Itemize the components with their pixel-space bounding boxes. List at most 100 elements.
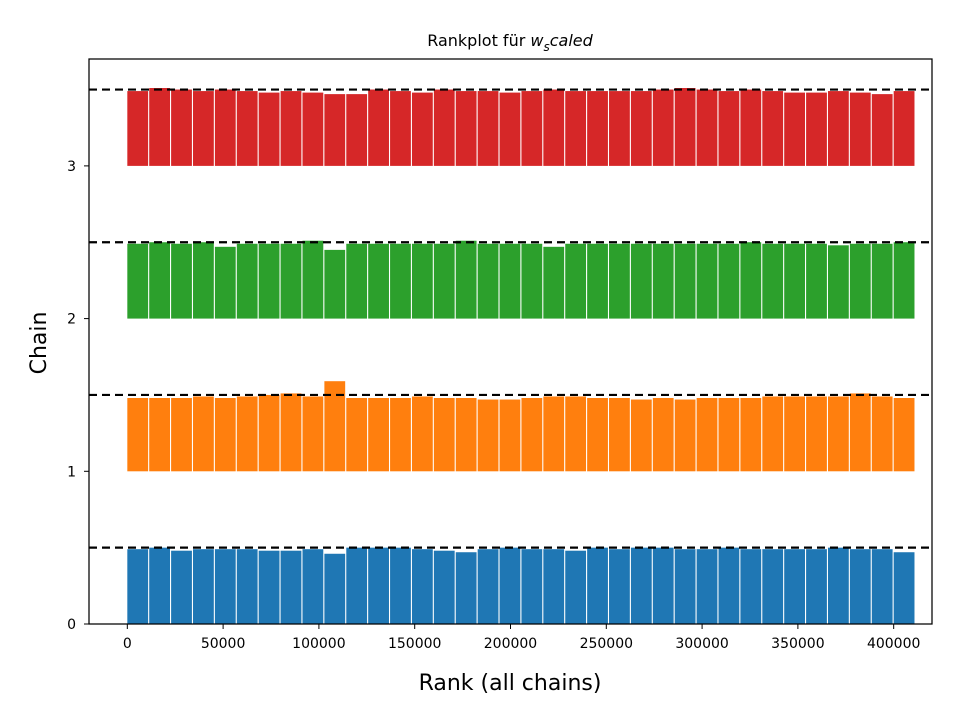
bar-chain-1-bin-29 (762, 396, 784, 472)
reference-lines-layer (89, 88, 932, 549)
x-axis-label: Rank (all chains) (419, 671, 602, 696)
bar-chain-1-bin-5 (236, 396, 258, 472)
bar-chain-3-bin-12 (390, 91, 411, 166)
x-tick-label: 100000 (292, 636, 345, 652)
bar-chain-0-bin-33 (849, 549, 871, 624)
bar-chain-1-bin-21 (587, 398, 608, 472)
bar-chain-0-bin-32 (827, 547, 849, 624)
bar-chain-2-bin-28 (740, 242, 762, 319)
bar-chain-0-bin-5 (236, 549, 258, 624)
bar-chain-0-bin-20 (565, 550, 587, 624)
bar-chain-3-bin-13 (411, 92, 433, 166)
bar-chain-2-bin-1 (149, 242, 171, 319)
bar-chain-3-bin-35 (893, 91, 915, 166)
bar-chain-2-bin-27 (718, 243, 740, 319)
bar-chain-1-bin-6 (258, 394, 280, 472)
bar-chain-3-bin-18 (521, 91, 543, 166)
bar-chain-1-bin-27 (718, 398, 740, 472)
bar-chain-3-bin-9 (324, 94, 346, 166)
bar-chain-1-bin-18 (521, 398, 543, 472)
bar-chain-0-bin-6 (258, 550, 280, 624)
bar-chain-0-bin-24 (652, 547, 674, 624)
bar-chain-0-bin-21 (587, 547, 608, 624)
bar-chain-3-bin-27 (718, 91, 740, 166)
x-tick-label: 300000 (675, 636, 728, 652)
bar-chain-3-bin-16 (477, 91, 499, 166)
bar-chain-0-bin-30 (784, 549, 805, 624)
bar-chain-2-bin-14 (433, 243, 455, 319)
bar-chain-0-bin-3 (193, 549, 214, 624)
bar-chain-0-bin-12 (390, 547, 411, 624)
chart-title-math-sub: s (543, 40, 549, 54)
bar-chain-2-bin-6 (258, 243, 280, 319)
bar-chain-0-bin-25 (674, 549, 696, 624)
bar-chain-3-bin-23 (630, 91, 652, 166)
bar-chain-2-bin-2 (171, 243, 192, 319)
x-tick-label: 250000 (580, 636, 633, 652)
x-tick-label: 200000 (484, 636, 537, 652)
bar-chain-0-bin-31 (806, 549, 827, 624)
bar-chain-1-bin-8 (302, 396, 324, 472)
bar-chain-2-bin-24 (652, 243, 674, 319)
bar-chain-1-bin-16 (477, 399, 499, 472)
y-tick-label: 0 (67, 617, 76, 633)
bar-chain-0-bin-18 (521, 549, 543, 624)
bar-chain-2-bin-31 (806, 243, 827, 319)
bar-chain-1-bin-10 (346, 398, 368, 472)
bar-chain-3-bin-19 (543, 89, 565, 166)
bar-chain-3-bin-1 (149, 88, 171, 166)
bar-chain-0-bin-7 (280, 550, 302, 624)
x-tick-label: 150000 (388, 636, 441, 652)
bar-chain-3-bin-30 (784, 92, 805, 166)
bar-chain-0-bin-19 (543, 549, 565, 624)
bar-chain-3-bin-4 (214, 89, 236, 166)
bar-chain-3-bin-29 (762, 91, 784, 166)
bar-chain-2-bin-22 (609, 243, 630, 319)
bar-chain-3-bin-15 (455, 91, 477, 166)
bar-chain-0-bin-0 (127, 549, 149, 624)
bar-chain-1-bin-28 (740, 398, 762, 472)
bar-chain-1-bin-24 (652, 398, 674, 472)
bar-chain-0-bin-26 (696, 549, 718, 624)
bar-chain-1-bin-17 (499, 399, 521, 472)
bar-chain-0-bin-10 (346, 547, 368, 624)
bar-chain-1-bin-1 (149, 398, 171, 472)
bar-chain-2-bin-10 (346, 243, 368, 319)
bar-chain-0-bin-8 (302, 549, 324, 624)
bar-chain-2-bin-32 (827, 245, 849, 319)
bar-chain-2-bin-15 (455, 240, 477, 319)
bar-chain-2-bin-5 (236, 243, 258, 319)
bar-chain-1-bin-35 (893, 398, 915, 472)
bar-chain-2-bin-16 (477, 243, 499, 319)
bar-chain-1-bin-9 (324, 381, 346, 472)
bar-chain-1-bin-2 (171, 398, 192, 472)
bar-chain-3-bin-33 (849, 92, 871, 166)
bar-chain-3-bin-31 (806, 92, 827, 166)
bar-chain-1-bin-30 (784, 396, 805, 472)
x-tick-label: 50000 (201, 636, 246, 652)
y-tick-label: 2 (67, 312, 76, 328)
bar-chain-0-bin-4 (214, 549, 236, 624)
bar-chain-2-bin-17 (499, 243, 521, 319)
y-tick-label: 1 (67, 464, 76, 480)
bar-chain-3-bin-0 (127, 91, 149, 166)
bar-chain-3-bin-34 (871, 94, 893, 166)
bar-chain-2-bin-25 (674, 243, 696, 319)
bar-chain-1-bin-33 (849, 393, 871, 472)
bar-chain-0-bin-9 (324, 553, 346, 624)
bar-chain-3-bin-6 (258, 92, 280, 166)
bar-chain-3-bin-10 (346, 94, 368, 166)
x-tick-label: 350000 (771, 636, 824, 652)
bar-chain-3-bin-8 (302, 92, 324, 166)
bar-chain-1-bin-26 (696, 398, 718, 472)
bar-chain-1-bin-23 (630, 399, 652, 472)
x-axis-ticks: 0 50000 100000 150000 200000 250000 300000 3500… (123, 624, 920, 652)
bar-chain-0-bin-14 (433, 550, 455, 624)
bar-chain-1-bin-20 (565, 396, 587, 472)
bar-chain-0-bin-23 (630, 547, 652, 624)
bar-chain-2-bin-20 (565, 243, 587, 319)
bar-chain-0-bin-27 (718, 547, 740, 624)
bar-chain-3-bin-7 (280, 91, 302, 166)
bar-chain-2-bin-3 (193, 242, 214, 319)
bar-chain-1-bin-3 (193, 396, 214, 472)
